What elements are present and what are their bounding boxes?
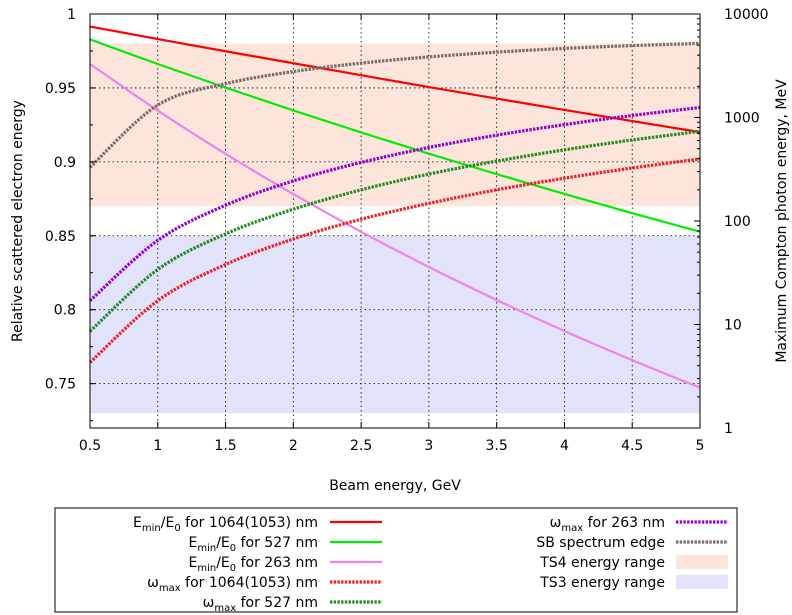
series-line-6 (88, 41, 701, 169)
x-tick-label-2: 1.5 (214, 438, 236, 454)
legend-entry-0: Emin/E0 for 1064(1053) nm (133, 515, 382, 534)
legend-text-part: /E (161, 515, 175, 531)
legend-text-part: SB spectrum edge (536, 535, 665, 551)
series-line-2 (89, 63, 701, 389)
legend-subscript: max (214, 603, 236, 614)
legend-text-part: ω (147, 575, 159, 591)
legend-entry-8: TS3 energy range (539, 575, 728, 591)
legend-label-0: Emin/E0 for 1064(1053) nm (133, 515, 318, 534)
legend-subscript: 0 (174, 523, 180, 534)
legend-entry-7: TS4 energy range (539, 555, 728, 571)
legend-entry-1: Emin/E0 for 527 nm (189, 535, 382, 554)
legend-label-4: ωmax for 527 nm (203, 595, 318, 614)
legend-subscript: 0 (230, 543, 236, 554)
y-tick-label-2: 0.85 (45, 229, 76, 245)
legend-subscript: min (142, 523, 161, 534)
x-tick-label-9: 5 (696, 438, 705, 454)
x-tick-label-4: 2.5 (350, 438, 372, 454)
x-tick-label-0: 0.5 (79, 438, 101, 454)
legend-label-8: TS3 energy range (539, 575, 665, 591)
legend-text-part: for 527 nm (236, 535, 318, 551)
legend-entry-6: SB spectrum edge (536, 535, 728, 551)
y2-tick-label-2: 100 (724, 214, 751, 230)
legend-subscript: max (159, 583, 181, 594)
legend-label-2: Emin/E0 for 263 nm (189, 555, 319, 574)
legend-subscript: min (197, 563, 216, 574)
x-tick-label-7: 4 (560, 438, 569, 454)
x-axis-label: Beam energy, GeV (329, 478, 461, 494)
legend-text-part: E (133, 515, 142, 531)
y2-axis-label: Maximum Compton photon energy, MeV (774, 79, 790, 363)
y-tick-label-0: 0.75 (45, 377, 76, 393)
series-line-3 (88, 157, 701, 364)
y2-tick-label-0: 1 (724, 421, 733, 437)
y2-tick-label-1: 10 (724, 318, 742, 334)
y-tick-label-4: 0.95 (45, 81, 76, 97)
legend-text-part: ω (550, 515, 562, 531)
legend-entry-3: ωmax for 1064(1053) nm (147, 575, 382, 594)
x-tick-label-5: 3 (424, 438, 433, 454)
series-layer (88, 25, 701, 389)
x-tick-label-1: 1 (153, 438, 162, 454)
legend-text-part: /E (216, 535, 230, 551)
x-tick-label-8: 4.5 (621, 438, 643, 454)
y-tick-label-3: 0.9 (54, 155, 76, 171)
legend-label-1: Emin/E0 for 527 nm (189, 535, 319, 554)
legend-text-part: for 263 nm (583, 515, 665, 531)
legend-swatch-7 (676, 555, 728, 569)
legend-text-part: for 1064(1053) nm (181, 575, 318, 591)
y-tick-label-1: 0.8 (54, 303, 76, 319)
legend-entry-2: Emin/E0 for 263 nm (189, 555, 382, 574)
legend-text-part: for 1064(1053) nm (181, 515, 318, 531)
x-tick-label-6: 3.5 (486, 438, 508, 454)
band-0 (90, 43, 700, 207)
series-line-0 (89, 25, 701, 134)
legend-subscript: max (561, 523, 583, 534)
bands-layer (90, 43, 700, 414)
legend-label-6: SB spectrum edge (536, 535, 665, 551)
legend-entry-5: ωmax for 263 nm (550, 515, 728, 534)
legend-subscript: 0 (230, 563, 236, 574)
legend-box (54, 507, 738, 613)
legend-text-part: /E (216, 555, 230, 571)
legend-text-part: E (189, 535, 198, 551)
legend-text-part: ω (203, 595, 215, 611)
legend-text-part: E (189, 555, 198, 571)
legend-label-5: ωmax for 263 nm (550, 515, 665, 534)
y2-tick-label-4: 10000 (724, 7, 769, 23)
legend-label-7: TS4 energy range (539, 555, 665, 571)
ticks-layer: 0.5 1 1.5 2 2.5 3 3.5 4 4.5 5 0.75 0.8 0.85 0.9 0.95 1 1… (45, 7, 769, 454)
legend-text-part: for 527 nm (236, 595, 318, 611)
legend-text-part: for 263 nm (236, 555, 318, 571)
legend-subscript: min (197, 543, 216, 554)
y2-tick-label-3: 1000 (724, 111, 760, 127)
legend-swatch-8 (676, 575, 728, 589)
x-tick-label-3: 2 (289, 438, 298, 454)
series-line-4 (88, 129, 701, 333)
legend-label-3: ωmax for 1064(1053) nm (147, 575, 318, 594)
y-axis-label: Relative scattered electron energy (10, 100, 26, 342)
band-1 (90, 235, 700, 414)
series-line-1 (89, 38, 701, 233)
y-tick-label-5: 1 (67, 7, 76, 23)
series-line-5 (88, 105, 701, 302)
legend-entry-4: ωmax for 527 nm (203, 595, 382, 614)
